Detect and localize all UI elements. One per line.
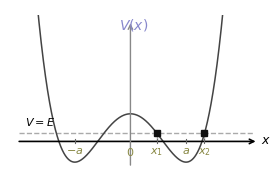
Text: $a$: $a$ [182, 146, 190, 156]
Text: $x_2$: $x_2$ [198, 146, 211, 158]
Text: $V(x)$: $V(x)$ [119, 17, 148, 33]
Text: $x_1$: $x_1$ [150, 146, 163, 158]
Text: $-a$: $-a$ [66, 146, 84, 156]
Text: $V=E$: $V=E$ [25, 116, 55, 128]
Text: $x$: $x$ [261, 134, 271, 147]
Text: $0$: $0$ [126, 146, 135, 158]
